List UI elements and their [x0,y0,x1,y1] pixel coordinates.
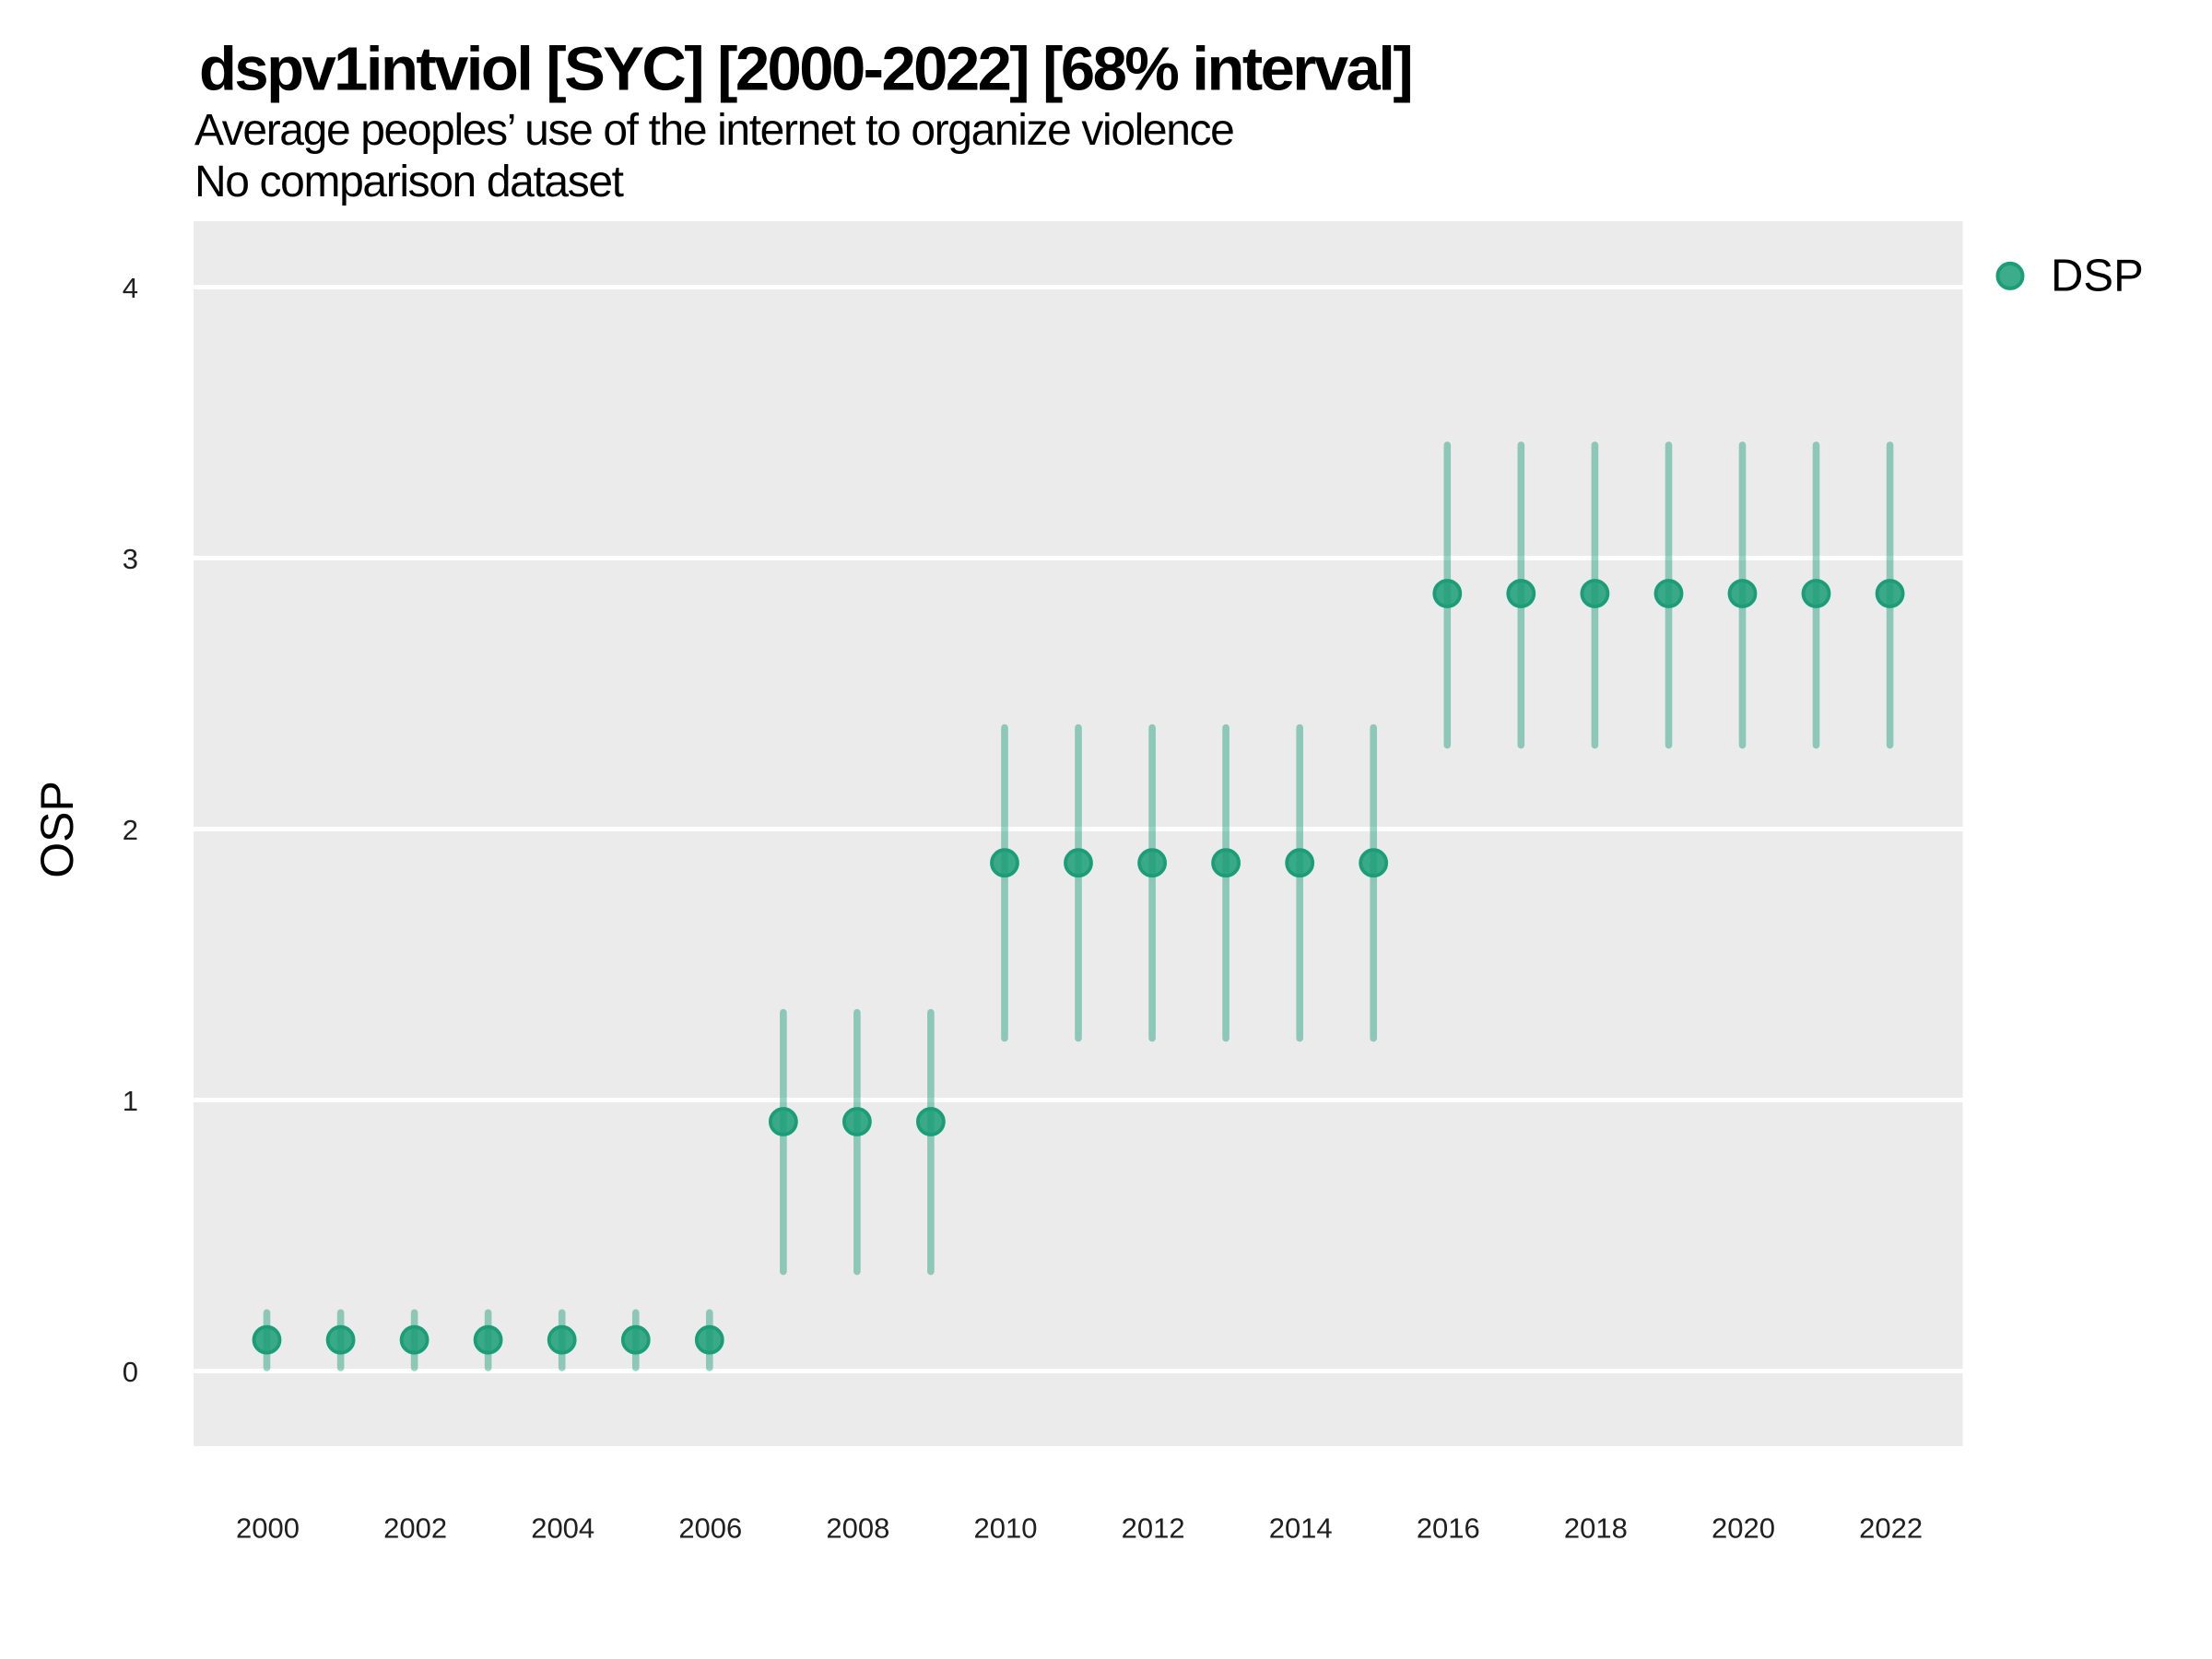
svg-text:2008: 2008 [826,1512,889,1545]
svg-text:2012: 2012 [1122,1512,1185,1545]
svg-text:0: 0 [123,1356,138,1388]
svg-text:Average peoples’ use of the in: Average peoples’ use of the internet to … [194,106,1233,155]
svg-text:2000: 2000 [236,1512,300,1545]
svg-text:4: 4 [123,272,138,304]
svg-text:2002: 2002 [383,1512,447,1545]
svg-text:dspv1intviol [SYC] [2000-2022]: dspv1intviol [SYC] [2000-2022] [68% inte… [199,35,1411,104]
svg-text:3: 3 [123,543,138,575]
svg-text:2022: 2022 [1859,1512,1923,1545]
svg-text:2004: 2004 [531,1512,594,1545]
svg-text:No comparison dataset: No comparison dataset [194,158,624,206]
svg-text:2006: 2006 [678,1512,742,1545]
svg-text:2020: 2020 [1712,1512,1775,1545]
svg-text:OSP: OSP [31,781,83,878]
svg-text:2018: 2018 [1564,1512,1628,1545]
svg-text:1: 1 [123,1085,138,1117]
svg-text:2016: 2016 [1417,1512,1480,1545]
svg-text:2: 2 [123,814,138,846]
svg-text:2010: 2010 [974,1512,1038,1545]
svg-text:DSP: DSP [2051,252,2144,301]
svg-text:2014: 2014 [1269,1512,1333,1545]
